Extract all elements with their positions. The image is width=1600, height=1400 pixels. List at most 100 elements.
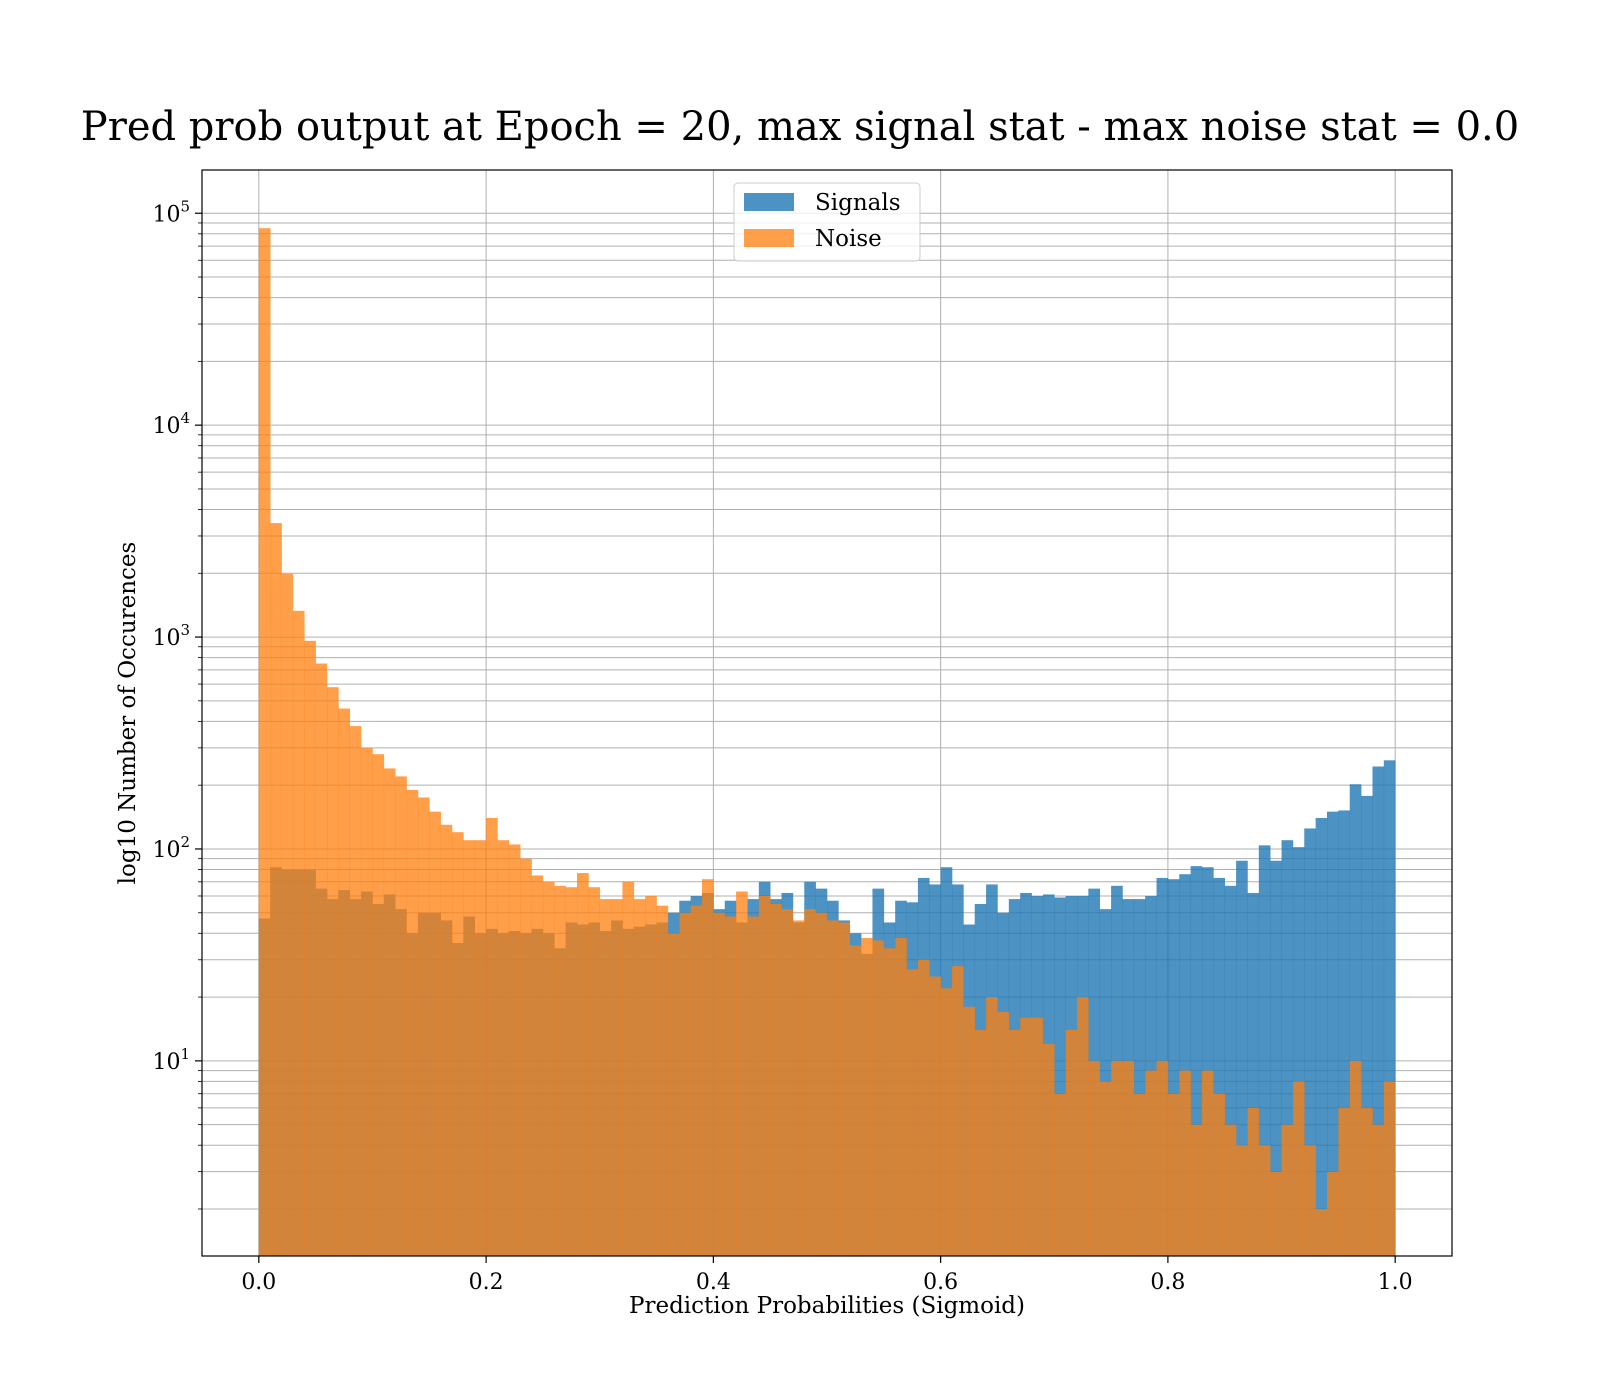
bar-noise xyxy=(315,663,328,1256)
bar-signals xyxy=(1213,877,1226,1256)
bar-noise xyxy=(986,997,998,1256)
bar-noise xyxy=(917,959,930,1256)
bar-signals xyxy=(1304,828,1316,1256)
bar-noise xyxy=(1145,1070,1157,1256)
bar-noise xyxy=(1020,1017,1032,1256)
bar-noise xyxy=(338,708,351,1256)
bar-noise xyxy=(383,768,396,1256)
bar-noise xyxy=(1304,1145,1316,1256)
bar-noise xyxy=(747,916,760,1256)
bar-noise xyxy=(645,895,657,1256)
bar-noise xyxy=(486,818,498,1256)
legend-swatch-signals xyxy=(744,193,794,211)
x-tick-label: 0.6 xyxy=(923,1270,958,1295)
bar-noise xyxy=(599,899,612,1256)
bar-noise xyxy=(281,573,294,1256)
bar-noise xyxy=(1042,1044,1055,1256)
bar-noise xyxy=(815,912,828,1256)
bar-signals xyxy=(1327,811,1339,1256)
bar-noise xyxy=(656,905,669,1256)
bar-noise xyxy=(327,687,339,1256)
y-tick-label: 105 xyxy=(152,197,190,227)
bar-noise xyxy=(1133,1093,1146,1256)
bar-noise xyxy=(258,228,271,1256)
bar-noise xyxy=(611,899,623,1256)
bar-noise xyxy=(906,969,919,1256)
bar-noise xyxy=(577,873,589,1256)
bar-noise xyxy=(838,922,851,1256)
bar-noise xyxy=(1258,1145,1271,1256)
bar-signals xyxy=(1361,795,1373,1256)
bar-noise xyxy=(463,840,476,1256)
x-tick-label: 0.2 xyxy=(469,1270,504,1295)
bar-noise xyxy=(929,976,941,1256)
bar-noise xyxy=(1361,1107,1373,1256)
y-tick-label: 101 xyxy=(152,1045,190,1075)
bar-noise xyxy=(804,909,816,1256)
bar-noise xyxy=(713,912,726,1256)
bar-signals xyxy=(1338,810,1351,1256)
bar-noise xyxy=(792,920,805,1256)
bar-noise xyxy=(1088,1060,1101,1256)
bar-noise xyxy=(474,840,487,1256)
bar-noise xyxy=(270,523,282,1256)
bar-noise xyxy=(849,945,862,1256)
y-tick-label: 104 xyxy=(152,409,190,439)
bar-noise xyxy=(974,1029,987,1256)
bar-noise xyxy=(883,948,896,1256)
bar-noise xyxy=(1031,1017,1044,1256)
plot-frame xyxy=(201,169,1453,1257)
bar-noise xyxy=(633,899,646,1256)
bar-signals xyxy=(1224,885,1237,1256)
y-tick-label: 102 xyxy=(152,833,190,863)
bar-noise xyxy=(565,887,578,1256)
legend-label-signals: Signals xyxy=(815,190,901,216)
bar-signals xyxy=(1270,860,1282,1256)
bar-noise xyxy=(736,891,748,1256)
bar-noise xyxy=(1372,1124,1385,1256)
x-tick-label: 0.0 xyxy=(241,1270,276,1295)
bar-noise xyxy=(1156,1060,1169,1256)
x-tick-label: 0.8 xyxy=(1150,1270,1185,1295)
bar-noise xyxy=(861,938,873,1256)
bar-noise xyxy=(758,895,771,1256)
bar-noise xyxy=(1167,1093,1180,1256)
bar-noise xyxy=(1190,1124,1203,1256)
y-tick-label: 103 xyxy=(152,621,190,651)
bar-signals xyxy=(1383,760,1396,1256)
bar-noise xyxy=(724,916,737,1256)
bar-noise xyxy=(1327,1171,1339,1256)
bar-noise xyxy=(702,879,714,1256)
bar-noise xyxy=(963,1006,976,1256)
bar-signals xyxy=(1315,818,1328,1256)
bar-signals xyxy=(1179,874,1191,1256)
bar-noise xyxy=(622,881,635,1256)
bar-noise xyxy=(395,776,407,1256)
bar-signals xyxy=(1133,899,1146,1256)
bar-noise xyxy=(440,824,453,1256)
bar-noise xyxy=(895,938,907,1256)
x-axis-label: Prediction Probabilities (Sigmoid) xyxy=(629,1293,1025,1319)
bar-signals xyxy=(1281,840,1294,1256)
histogram-bars xyxy=(258,228,1396,1256)
bar-noise xyxy=(542,881,555,1256)
bar-noise xyxy=(406,789,419,1256)
bar-noise xyxy=(1270,1171,1282,1256)
bar-noise xyxy=(588,887,601,1256)
bar-noise xyxy=(349,726,362,1256)
bar-noise xyxy=(997,1012,1010,1256)
bar-signals xyxy=(1167,879,1180,1256)
bar-noise xyxy=(679,912,691,1256)
axis-ticks: 0.0 0.2 0.4 0.6 0.8 1.0 101 102 103 104 105 xyxy=(152,197,1412,1295)
bar-noise xyxy=(417,797,430,1256)
bar-noise xyxy=(429,811,441,1256)
bar-noise xyxy=(1236,1145,1248,1256)
bar-noise xyxy=(372,754,385,1256)
legend-swatch-noise xyxy=(744,229,794,247)
bar-signals xyxy=(1202,867,1214,1256)
y-axis-label: log10 Number of Occurences xyxy=(115,542,141,885)
bar-noise xyxy=(667,933,680,1256)
bar-noise xyxy=(1179,1070,1191,1256)
bar-signals xyxy=(1258,845,1271,1256)
